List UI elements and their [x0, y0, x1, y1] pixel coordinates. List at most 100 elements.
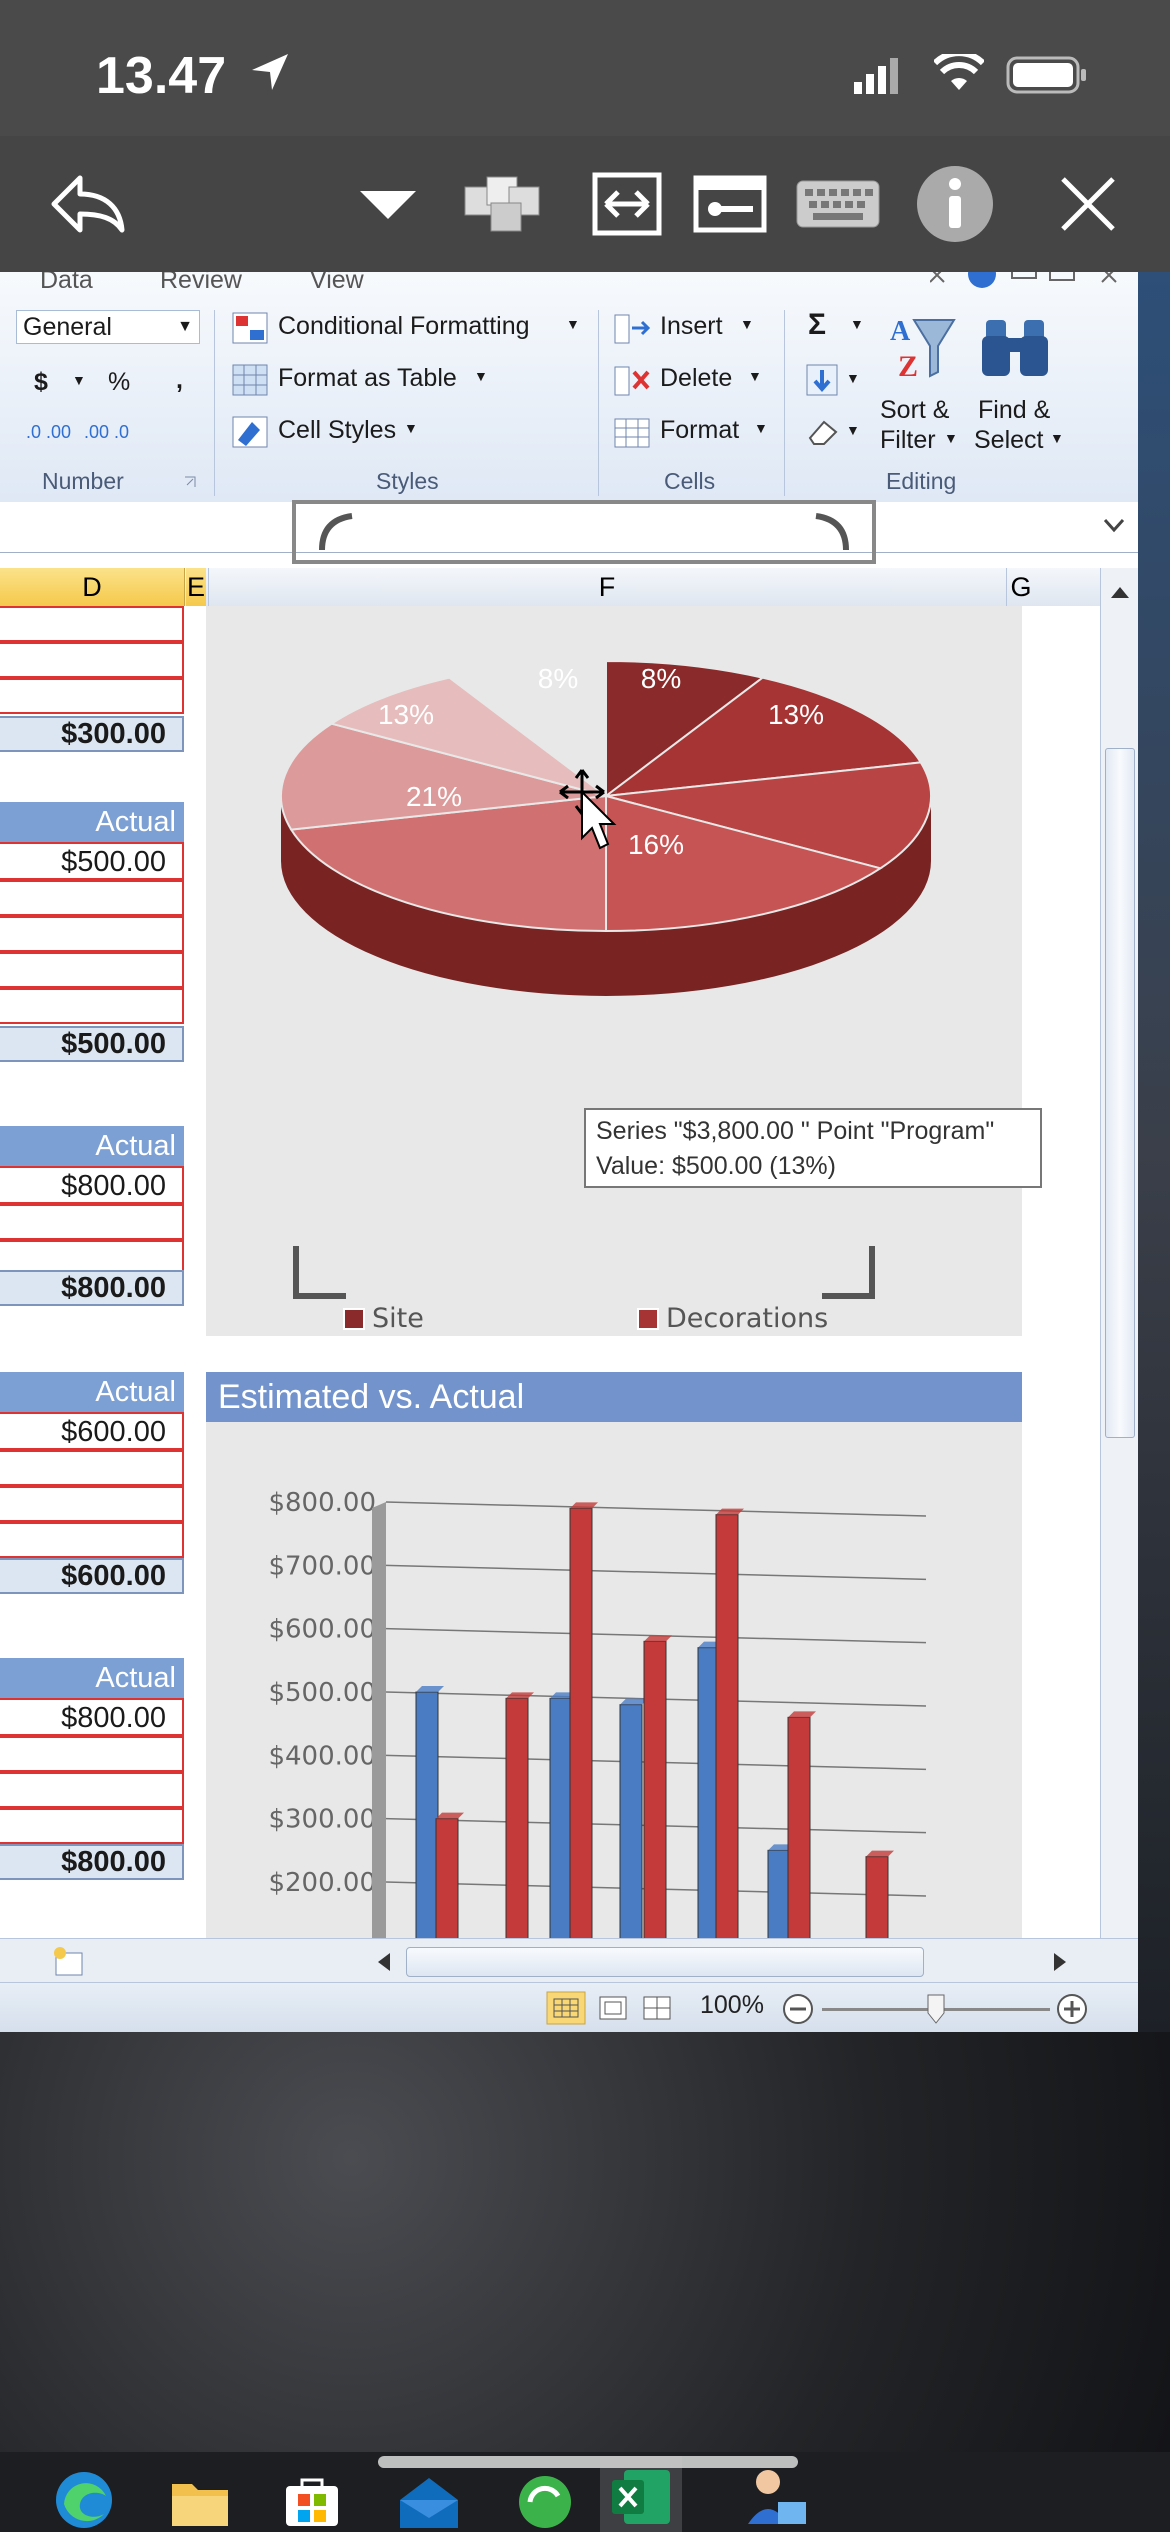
format-button[interactable]: Format	[660, 416, 740, 444]
fit-width-button[interactable]	[590, 162, 664, 246]
currency-button[interactable]: $	[34, 368, 48, 396]
sort-filter-label-2[interactable]: Filter	[880, 426, 936, 454]
find-select-label[interactable]: Find &	[978, 396, 1051, 424]
sync-app-icon[interactable]	[512, 2470, 578, 2530]
zoom-level[interactable]: 100%	[700, 1991, 764, 2019]
bar-face	[435, 1818, 459, 1942]
pie-label: 13%	[378, 699, 434, 730]
total-cell[interactable]: $800.00	[0, 1844, 184, 1880]
chevron-down-icon: ▼	[177, 318, 193, 335]
total-cell[interactable]: $600.00	[0, 1558, 184, 1594]
cell[interactable]	[0, 1486, 184, 1522]
cell[interactable]	[0, 1450, 184, 1486]
scroll-left-icon[interactable]	[374, 1951, 394, 1973]
tab-data[interactable]: Data	[40, 272, 93, 294]
page-layout-view-icon[interactable]	[596, 1993, 630, 2023]
cell[interactable]	[0, 1736, 184, 1772]
value-cell[interactable]: $800.00	[0, 1698, 184, 1736]
excel-window: Data Review View General ▼ $ ▼ % , .0 .00…	[0, 272, 1138, 2032]
page-break-view-icon[interactable]	[640, 1993, 674, 2023]
new-sheet-icon[interactable]	[50, 1945, 90, 1979]
total-cell[interactable]: $500.00	[0, 1026, 184, 1062]
vertical-scrollbar[interactable]	[1100, 568, 1138, 2032]
group-label-cells: Cells	[664, 468, 716, 494]
column-header-g[interactable]: G	[1006, 568, 1035, 606]
decrease-decimal-button[interactable]: .00 .0	[84, 422, 130, 442]
info-button[interactable]	[912, 162, 998, 246]
actual-header[interactable]: Actual	[0, 1372, 184, 1412]
zoom-out-icon[interactable]	[782, 1993, 814, 2025]
edge-icon[interactable]	[54, 2470, 114, 2530]
password-button[interactable]	[692, 162, 768, 246]
column-header-d[interactable]: D	[0, 568, 185, 606]
bar-actual	[569, 1502, 598, 1942]
normal-view-icon[interactable]	[546, 1991, 586, 2025]
percent-button[interactable]: %	[108, 368, 131, 396]
cell[interactable]	[0, 988, 184, 1024]
format-as-table-button[interactable]: Format as Table	[278, 364, 457, 392]
cell[interactable]	[0, 1772, 184, 1808]
keyboard-button[interactable]	[794, 162, 882, 246]
scroll-thumb[interactable]	[1105, 748, 1135, 1438]
total-cell[interactable]: $800.00	[0, 1270, 184, 1306]
dialog-launcher-icon[interactable]	[184, 476, 196, 488]
formula-bar[interactable]	[0, 502, 1138, 553]
conditional-formatting-icon	[232, 312, 268, 344]
cell[interactable]	[0, 678, 184, 714]
ribbon: Data Review View General ▼ $ ▼ % , .0 .00…	[0, 272, 1138, 503]
sheet-tab-bar	[0, 1938, 1138, 1983]
cell[interactable]	[0, 1522, 184, 1558]
insert-button[interactable]: Insert	[660, 312, 723, 340]
pie-chart[interactable]: 8%13%16%21%13%8%SiteDecorationsPublicity…	[206, 606, 1022, 1336]
column-header-f[interactable]: F	[208, 568, 1005, 606]
actual-header[interactable]: Actual	[0, 1126, 184, 1166]
cell[interactable]	[0, 880, 184, 916]
actual-header[interactable]: Actual	[0, 802, 184, 842]
bar-top	[506, 1692, 534, 1699]
find-select-label-2[interactable]: Select	[974, 426, 1044, 454]
bar-top	[416, 1686, 444, 1692]
delete-button[interactable]: Delete	[660, 364, 733, 392]
horizontal-scroll-thumb[interactable]	[406, 1947, 924, 1977]
ctrl-alt-del-button[interactable]	[462, 162, 560, 246]
cell[interactable]	[0, 606, 184, 642]
pie-label: 8%	[641, 663, 681, 694]
cell[interactable]	[0, 916, 184, 952]
file-explorer-icon[interactable]	[170, 2474, 230, 2528]
scroll-up-icon[interactable]	[1109, 584, 1131, 600]
chevron-down-icon[interactable]	[1102, 516, 1126, 534]
tab-review[interactable]: Review	[160, 272, 242, 294]
scroll-right-icon[interactable]	[1050, 1951, 1070, 1973]
cell[interactable]	[0, 1808, 184, 1844]
zoom-in-icon[interactable]	[1056, 1993, 1088, 2025]
group-separator	[784, 310, 785, 496]
column-header-e[interactable]: E	[186, 568, 206, 606]
close-button[interactable]	[1052, 162, 1124, 246]
zoom-thumb[interactable]	[926, 1993, 946, 2025]
store-icon[interactable]	[282, 2472, 342, 2528]
taskbar	[0, 2452, 1170, 2532]
worksheet[interactable]: $300.00 Actual $500.00 $500.00 Actual $8…	[0, 606, 1100, 2032]
sort-filter-label[interactable]: Sort &	[880, 396, 950, 424]
conditional-formatting-button[interactable]: Conditional Formatting	[278, 312, 530, 340]
excel-icon[interactable]	[610, 2466, 672, 2528]
value-cell[interactable]: $600.00	[0, 1412, 184, 1450]
autosum-button[interactable]: Σ	[808, 308, 827, 341]
cell[interactable]	[0, 952, 184, 988]
tab-view[interactable]: View	[310, 272, 364, 294]
total-cell[interactable]: $300.00	[0, 716, 184, 752]
mail-icon[interactable]	[396, 2470, 462, 2530]
number-format-select[interactable]: General ▼	[16, 310, 200, 344]
cell[interactable]	[0, 642, 184, 678]
back-button[interactable]	[46, 162, 130, 246]
cell-styles-button[interactable]: Cell Styles	[278, 416, 397, 444]
remote-desktop-icon[interactable]	[738, 2464, 808, 2528]
cell[interactable]	[0, 1204, 184, 1240]
actual-header[interactable]: Actual	[0, 1658, 184, 1698]
bar-chart[interactable]: $800.00 $700.00 $600.00 $500.00 $400.00 $300.…	[206, 1422, 1022, 1942]
increase-decimal-button[interactable]: .0 .00	[26, 422, 72, 442]
value-cell[interactable]: $500.00	[0, 842, 184, 880]
comma-button[interactable]: ,	[176, 366, 183, 394]
value-cell[interactable]: $800.00	[0, 1166, 184, 1204]
dropdown-button[interactable]	[352, 162, 424, 246]
